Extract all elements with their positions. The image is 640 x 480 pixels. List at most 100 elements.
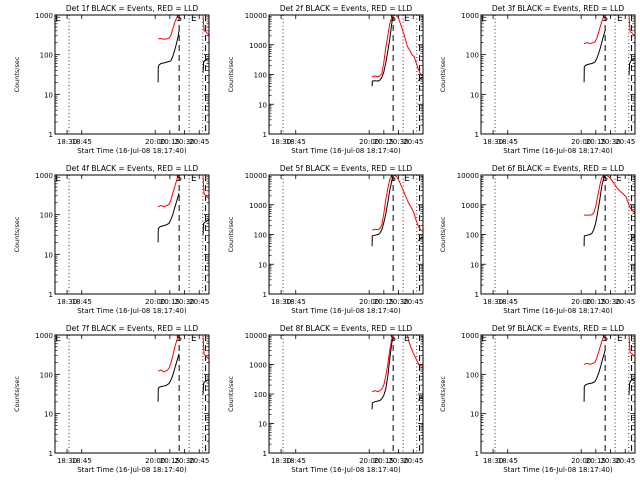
panel-title: Det 5f BLACK = Events, RED = LLD <box>280 164 413 173</box>
series-lld-line <box>628 334 635 357</box>
x-tick-label: 20:45 <box>403 138 423 146</box>
y-tick-label: 100 <box>254 72 267 80</box>
detector-panel: Det 7f BLACK = Events, RED = LLD 1 10 100 10… <box>13 324 210 474</box>
x-tick-label: 20:15 <box>586 457 606 465</box>
y-tick-label: 100 <box>40 52 53 60</box>
series-events-line <box>202 58 209 73</box>
series-lld-line <box>583 14 606 45</box>
x-tick-label: 18:30 <box>271 298 291 306</box>
interval-marker: S <box>390 334 396 344</box>
y-tick-label: 10000 <box>245 332 267 340</box>
y-tick-label: 10 <box>44 411 53 419</box>
x-tick-label: 18:45 <box>498 138 518 146</box>
y-axis-label: Counts/sec <box>439 376 447 412</box>
y-tick-label: 1000 <box>461 332 479 340</box>
y-tick-label: 1 <box>475 291 479 299</box>
x-axis-label: Start Time (16-Jul-08 18:17:40) <box>291 466 401 474</box>
interval-marker: S <box>176 334 182 344</box>
interval-marker: E <box>481 334 487 344</box>
y-tick-label: 1 <box>49 291 53 299</box>
x-tick-label: 18:30 <box>483 457 503 465</box>
series-events-line <box>157 353 180 402</box>
interval-marker: E <box>404 14 410 24</box>
series-lld-line <box>371 174 423 232</box>
x-tick-label: 20:30 <box>388 138 408 146</box>
panel-title: Det 2f BLACK = Events, RED = LLD <box>280 4 413 13</box>
interval-marker: S <box>176 14 182 24</box>
interval-marker: E <box>55 14 61 24</box>
series-events-line <box>418 236 423 242</box>
x-axis-label: Start Time (16-Jul-08 18:17:40) <box>503 147 613 155</box>
y-tick-label: 100 <box>40 371 53 379</box>
series-lld-line <box>584 174 635 216</box>
panel-title: Det 6f BLACK = Events, RED = LLD <box>492 164 625 173</box>
detector-panel: Det 5f BLACK = Events, RED = LLD 1 10 100 10… <box>227 164 424 315</box>
x-tick-label: 20:30 <box>388 298 408 306</box>
x-tick-label: 20:15 <box>374 138 394 146</box>
x-tick-label: 20:30 <box>600 298 620 306</box>
y-tick-label: 10000 <box>245 172 267 180</box>
y-tick-label: 1 <box>263 291 267 299</box>
y-tick-label: 1000 <box>249 202 267 210</box>
series-events-line <box>157 192 180 243</box>
x-axis-label: Start Time (16-Jul-08 18:17:40) <box>291 307 401 315</box>
y-tick-label: 10 <box>258 261 267 269</box>
series-lld-line <box>371 334 394 393</box>
interval-marker: S <box>602 174 608 184</box>
x-tick-label: 18:45 <box>286 138 306 146</box>
x-tick-label: 20:00 <box>571 298 591 306</box>
y-tick-label: 1000 <box>249 42 267 50</box>
x-tick-label: 18:30 <box>483 298 503 306</box>
interval-marker: E <box>617 14 623 24</box>
y-tick-label: 1000 <box>35 12 53 20</box>
x-tick-label: 20:30 <box>174 457 194 465</box>
x-tick-label: 20:30 <box>600 138 620 146</box>
y-tick-label: 10 <box>44 251 53 259</box>
y-tick-label: 100 <box>466 52 479 60</box>
series-events-line <box>583 350 606 402</box>
plot-frame <box>54 174 210 295</box>
x-axis-label: Start Time (16-Jul-08 18:17:40) <box>77 466 187 474</box>
detector-panel: Det 2f BLACK = Events, RED = LLD 1 10 100 10… <box>227 4 424 155</box>
x-tick-label: 20:15 <box>374 298 394 306</box>
series-events-line <box>628 58 635 76</box>
detector-panel: Det 9f BLACK = Events, RED = LLD 1 10 100 10… <box>439 324 636 474</box>
x-tick-label: 20:45 <box>189 298 209 306</box>
series-events-line <box>583 30 606 83</box>
series-lld-line <box>202 174 209 199</box>
y-tick-label: 1 <box>475 450 479 458</box>
series-events-line <box>371 334 394 410</box>
detector-panel: Det 8f BLACK = Events, RED = LLD 1 10 100 10… <box>227 324 424 474</box>
x-tick-label: 18:30 <box>57 457 77 465</box>
x-axis-label: Start Time (16-Jul-08 18:17:40) <box>503 466 613 474</box>
y-tick-label: 10 <box>258 421 267 429</box>
panel-title: Det 4f BLACK = Events, RED = LLD <box>66 164 199 173</box>
interval-marker: S <box>176 174 182 184</box>
x-tick-label: 18:30 <box>271 138 291 146</box>
detector-panel: Det 3f BLACK = Events, RED = LLD 1 10 100 10… <box>439 4 636 155</box>
interval-marker: E <box>191 174 197 184</box>
x-tick-label: 20:45 <box>403 457 423 465</box>
x-tick-label: 20:30 <box>388 457 408 465</box>
series-events-line <box>583 174 606 247</box>
x-tick-label: 20:00 <box>359 138 379 146</box>
y-tick-label: 1000 <box>35 332 53 340</box>
y-tick-label: 1000 <box>461 12 479 20</box>
x-axis-label: Start Time (16-Jul-08 18:17:40) <box>503 307 613 315</box>
y-tick-label: 10 <box>258 101 267 109</box>
series-events-line <box>202 219 209 236</box>
y-axis-label: Counts/sec <box>227 216 235 252</box>
series-events-line <box>371 174 394 247</box>
interval-marker: E <box>55 174 61 184</box>
y-tick-label: 1 <box>263 450 267 458</box>
series-events-line <box>371 14 394 87</box>
x-tick-label: 20:00 <box>145 138 165 146</box>
plot-frame <box>480 334 636 454</box>
y-axis-label: Counts/sec <box>13 216 21 252</box>
detector-panel: Det 6f BLACK = Events, RED = LLD 1 10 100 10… <box>439 164 636 315</box>
x-tick-label: 20:15 <box>586 138 606 146</box>
interval-marker: S <box>602 14 608 24</box>
y-tick-label: 10 <box>470 411 479 419</box>
series-lld-line <box>371 14 423 78</box>
